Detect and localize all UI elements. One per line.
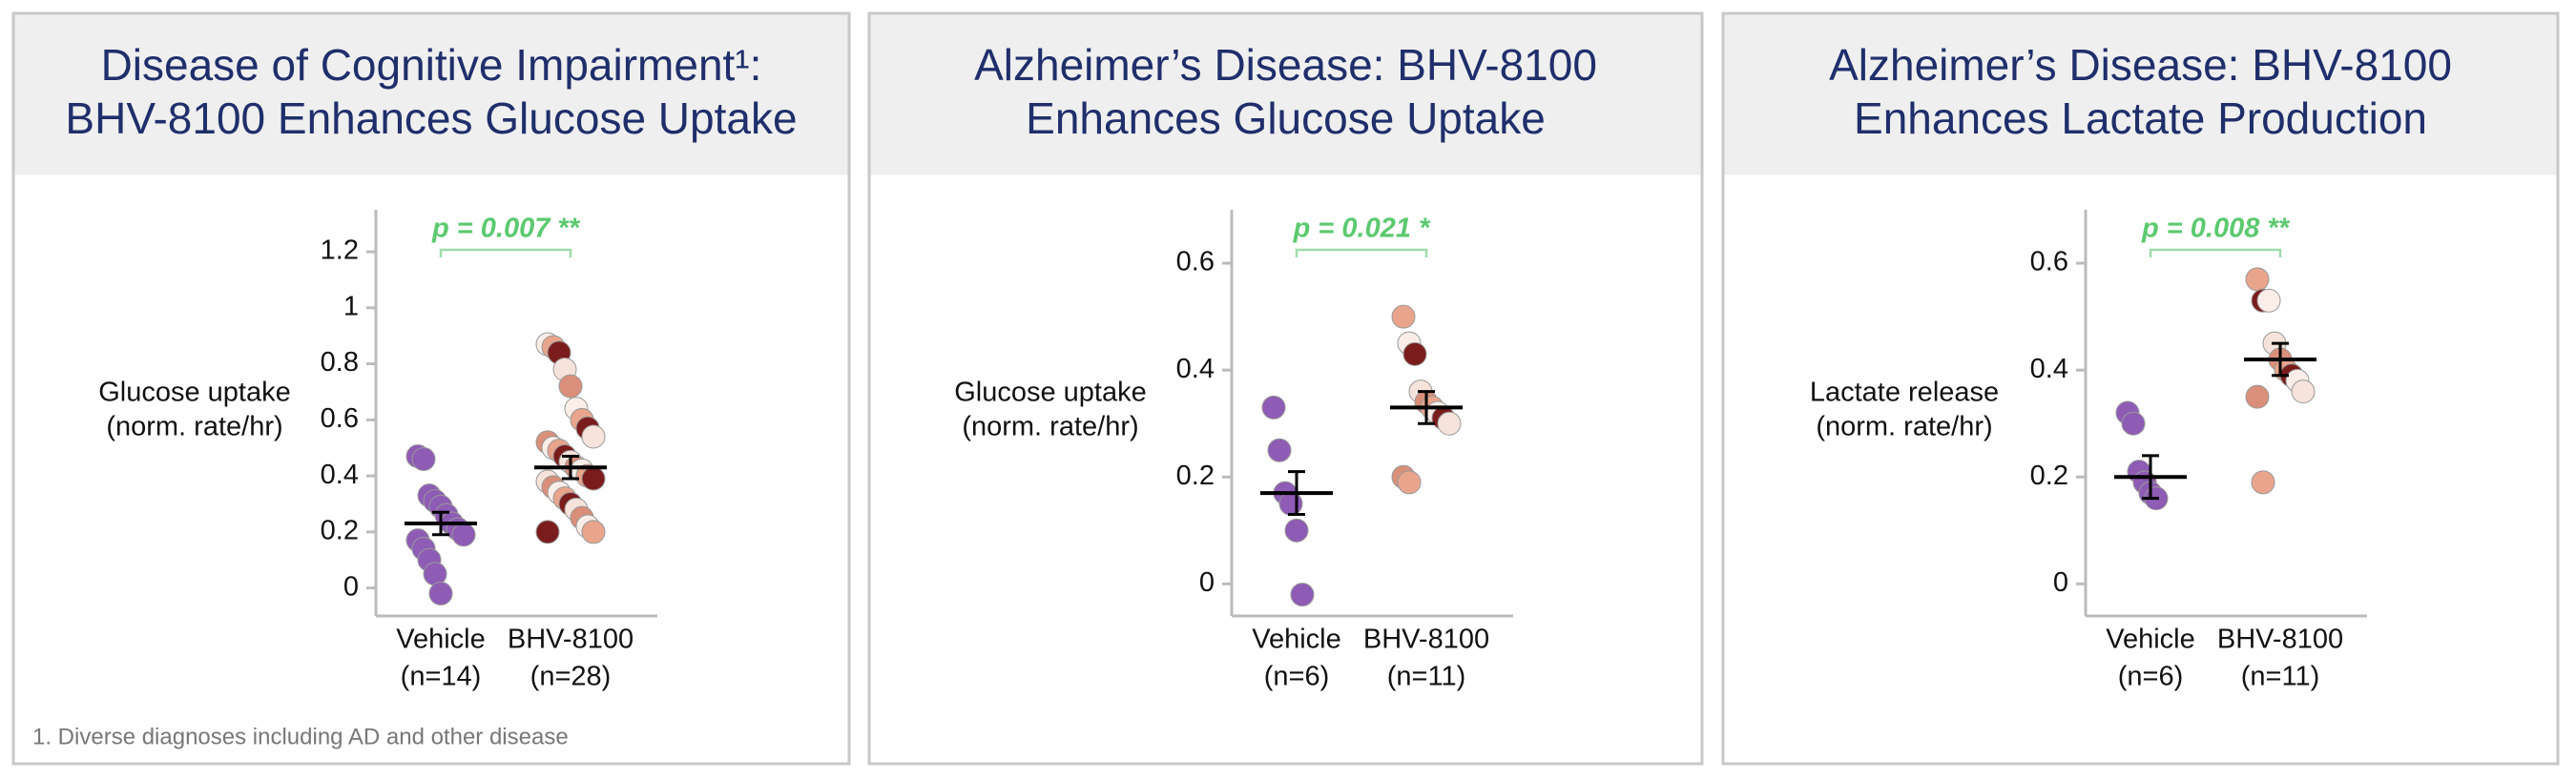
data-point bbox=[1402, 341, 1427, 366]
y-tick-label: 0.6 bbox=[1176, 247, 1215, 277]
data-point bbox=[428, 581, 453, 605]
x-tick-label: Vehicle bbox=[396, 625, 486, 655]
data-point bbox=[535, 520, 560, 544]
data-point bbox=[581, 424, 606, 449]
panel-title: Disease of Cognitive Impairment¹: bbox=[101, 40, 762, 90]
data-point bbox=[1391, 304, 1416, 329]
data-point bbox=[581, 466, 606, 491]
y-tick-label: 0.2 bbox=[2030, 461, 2068, 491]
x-tick-label: BHV-8100 bbox=[508, 625, 634, 655]
y-tick-label: 0.6 bbox=[321, 403, 359, 434]
y-axis-label: (norm. rate/hr) bbox=[962, 412, 1138, 442]
x-tick-note: (n=11) bbox=[1387, 662, 1465, 692]
y-tick-label: 0 bbox=[1199, 567, 1215, 598]
x-tick-note: (n=28) bbox=[530, 662, 612, 692]
data-point bbox=[2291, 379, 2316, 404]
panel-header bbox=[870, 14, 1701, 175]
y-axis-label: (norm. rate/hr) bbox=[106, 412, 282, 442]
x-tick-note: (n=6) bbox=[1264, 662, 1330, 692]
x-tick-note: (n=6) bbox=[2118, 662, 2184, 692]
footnote: 1. Diverse diagnoses including AD and ot… bbox=[32, 724, 569, 749]
y-tick-label: 1 bbox=[343, 291, 359, 321]
error-bar bbox=[1418, 390, 1435, 425]
data-point bbox=[2245, 267, 2270, 292]
y-tick-label: 0 bbox=[2053, 567, 2068, 598]
panel-title: BHV-8100 Enhances Glucose Uptake bbox=[65, 93, 797, 143]
y-axis-label: (norm. rate/hr) bbox=[1816, 412, 1992, 442]
data-point bbox=[2251, 470, 2275, 495]
data-point bbox=[1261, 395, 1286, 420]
x-tick-note: (n=14) bbox=[401, 662, 482, 692]
data-point bbox=[451, 523, 476, 547]
y-tick-label: 0.4 bbox=[1176, 354, 1215, 384]
data-point bbox=[2121, 411, 2146, 436]
y-tick-label: 0.4 bbox=[321, 460, 359, 490]
error-bar bbox=[2142, 454, 2159, 501]
panel-title: Alzheimer’s Disease: BHV-8100 bbox=[1829, 40, 2452, 90]
x-tick-label: Vehicle bbox=[2106, 625, 2195, 655]
data-point bbox=[2256, 288, 2281, 313]
panel-title: Enhances Lactate Production bbox=[1854, 93, 2427, 143]
error-bar bbox=[1288, 470, 1305, 516]
y-axis-label: Glucose uptake bbox=[98, 378, 291, 408]
data-point bbox=[581, 520, 606, 544]
p-value: p = 0.008 ** bbox=[2141, 214, 2291, 244]
y-tick-label: 0 bbox=[343, 571, 359, 602]
x-tick-note: (n=11) bbox=[2241, 662, 2319, 692]
y-tick-label: 0.2 bbox=[321, 516, 359, 546]
y-axis-label: Lactate release bbox=[1810, 378, 1999, 408]
significance-bracket bbox=[2149, 248, 2282, 257]
p-value: p = 0.021 * bbox=[1293, 214, 1431, 244]
p-value: p = 0.007 ** bbox=[431, 214, 581, 244]
x-tick-label: Vehicle bbox=[1252, 625, 1341, 655]
x-tick-label: BHV-8100 bbox=[1363, 625, 1489, 655]
data-point bbox=[1284, 518, 1309, 543]
error-bar bbox=[562, 455, 579, 481]
y-tick-label: 0.4 bbox=[2030, 354, 2068, 384]
panel-title: Enhances Glucose Uptake bbox=[1026, 93, 1546, 143]
data-point bbox=[411, 446, 436, 471]
significance-bracket bbox=[1295, 248, 1428, 257]
data-point bbox=[1290, 583, 1315, 607]
data-point bbox=[558, 374, 583, 399]
data-point bbox=[1278, 491, 1303, 516]
data-point bbox=[1267, 438, 1292, 462]
data-point bbox=[2245, 384, 2270, 409]
panel-header bbox=[1724, 14, 2557, 175]
y-tick-label: 0.6 bbox=[2030, 247, 2068, 277]
significance-bracket bbox=[439, 248, 572, 257]
y-tick-label: 0.8 bbox=[321, 347, 359, 378]
y-tick-label: 1.2 bbox=[321, 236, 359, 266]
y-axis-label: Glucose uptake bbox=[954, 378, 1147, 408]
error-bar bbox=[432, 510, 449, 537]
error-bar bbox=[2272, 341, 2289, 378]
x-tick-label: BHV-8100 bbox=[2217, 625, 2343, 655]
panel-header bbox=[14, 14, 848, 175]
data-point bbox=[1397, 470, 1422, 495]
panel-title: Alzheimer’s Disease: BHV-8100 bbox=[974, 40, 1597, 90]
y-tick-label: 0.2 bbox=[1176, 461, 1215, 491]
data-point bbox=[1437, 411, 1462, 436]
